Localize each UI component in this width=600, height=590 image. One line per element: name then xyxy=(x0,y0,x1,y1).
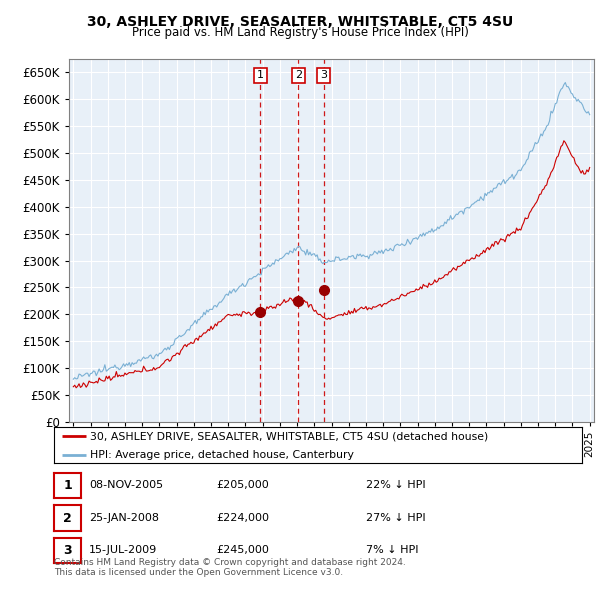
Text: 3: 3 xyxy=(63,544,72,557)
Text: 1: 1 xyxy=(63,479,72,492)
Text: 30, ASHLEY DRIVE, SEASALTER, WHITSTABLE, CT5 4SU (detached house): 30, ASHLEY DRIVE, SEASALTER, WHITSTABLE,… xyxy=(90,431,488,441)
Text: £205,000: £205,000 xyxy=(216,480,269,490)
Text: 15-JUL-2009: 15-JUL-2009 xyxy=(89,545,157,555)
Text: 08-NOV-2005: 08-NOV-2005 xyxy=(89,480,163,490)
Text: 2: 2 xyxy=(63,512,72,525)
Text: 27% ↓ HPI: 27% ↓ HPI xyxy=(366,513,425,523)
Text: 22% ↓ HPI: 22% ↓ HPI xyxy=(366,480,425,490)
Text: Contains HM Land Registry data © Crown copyright and database right 2024.
This d: Contains HM Land Registry data © Crown c… xyxy=(54,558,406,577)
Text: £224,000: £224,000 xyxy=(216,513,269,523)
Text: 1: 1 xyxy=(257,70,264,80)
Text: £245,000: £245,000 xyxy=(216,545,269,555)
Text: HPI: Average price, detached house, Canterbury: HPI: Average price, detached house, Cant… xyxy=(90,450,354,460)
Text: 25-JAN-2008: 25-JAN-2008 xyxy=(89,513,159,523)
Text: 2: 2 xyxy=(295,70,302,80)
Text: 7% ↓ HPI: 7% ↓ HPI xyxy=(366,545,419,555)
Text: 3: 3 xyxy=(320,70,327,80)
Text: 30, ASHLEY DRIVE, SEASALTER, WHITSTABLE, CT5 4SU: 30, ASHLEY DRIVE, SEASALTER, WHITSTABLE,… xyxy=(87,15,513,29)
Text: Price paid vs. HM Land Registry's House Price Index (HPI): Price paid vs. HM Land Registry's House … xyxy=(131,26,469,39)
